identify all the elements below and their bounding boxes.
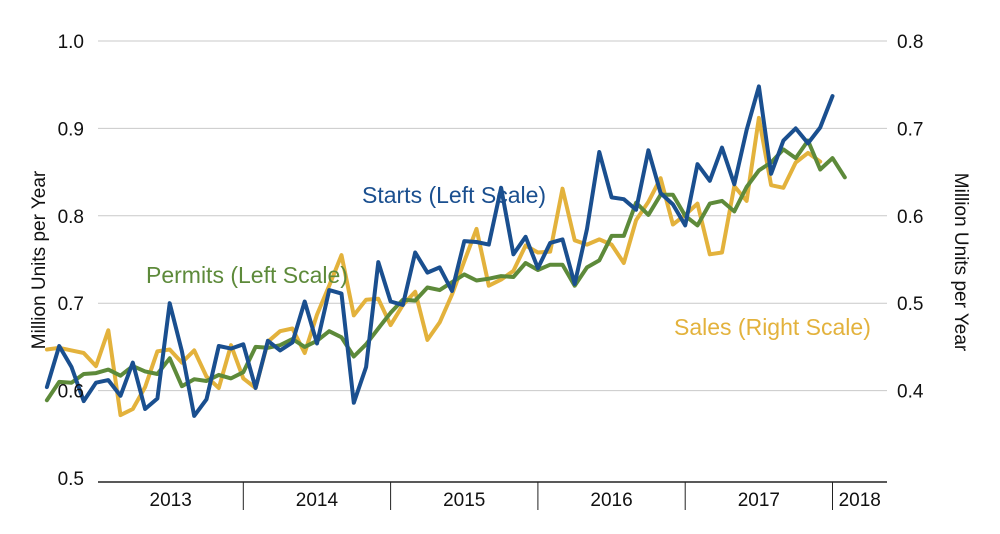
y-tick-label: 0.7 xyxy=(58,294,84,315)
y2-tick-label: 0.6 xyxy=(897,207,923,228)
left-axis-ticks: 0.5 0.6 0.7 0.8 0.9 1.0 xyxy=(58,32,84,490)
x-tick-label: 2017 xyxy=(738,490,780,511)
series-lines xyxy=(44,84,847,418)
sales-label: Sales (Right Scale) xyxy=(674,314,871,340)
series-line-starts xyxy=(44,84,835,418)
y2-tick-label: 0.7 xyxy=(897,119,923,140)
y2-tick-label: 0.5 xyxy=(897,294,923,315)
right-axis-ticks: 0.4 0.5 0.6 0.7 0.8 xyxy=(897,32,924,403)
x-tick-label: 2016 xyxy=(590,490,632,511)
y-tick-label: 0.8 xyxy=(58,207,84,228)
y2-axis-title: Million Units per Year xyxy=(950,173,971,352)
starts-label: Starts (Left Scale) xyxy=(362,182,546,208)
y2-tick-label: 0.8 xyxy=(897,32,923,53)
y-tick-label: 0.5 xyxy=(58,469,84,490)
x-tick-label: 2018 xyxy=(839,490,881,511)
y-tick-label: 1.0 xyxy=(58,32,84,53)
y-axis-title: Million Units per Year xyxy=(29,170,50,349)
series-line-sales xyxy=(44,115,823,418)
x-tick-label: 2014 xyxy=(296,490,339,511)
permits-label: Permits (Left Scale) xyxy=(146,262,348,288)
x-tick-label: 2015 xyxy=(443,490,485,511)
y2-tick-label: 0.4 xyxy=(897,382,924,403)
y-tick-label: 0.9 xyxy=(58,119,84,140)
series-line-permits xyxy=(44,138,847,403)
x-axis: 2013 2014 2015 2016 2017 2018 xyxy=(98,481,887,511)
y-tick-label: 0.6 xyxy=(58,382,84,403)
x-tick-label: 2013 xyxy=(150,490,192,511)
